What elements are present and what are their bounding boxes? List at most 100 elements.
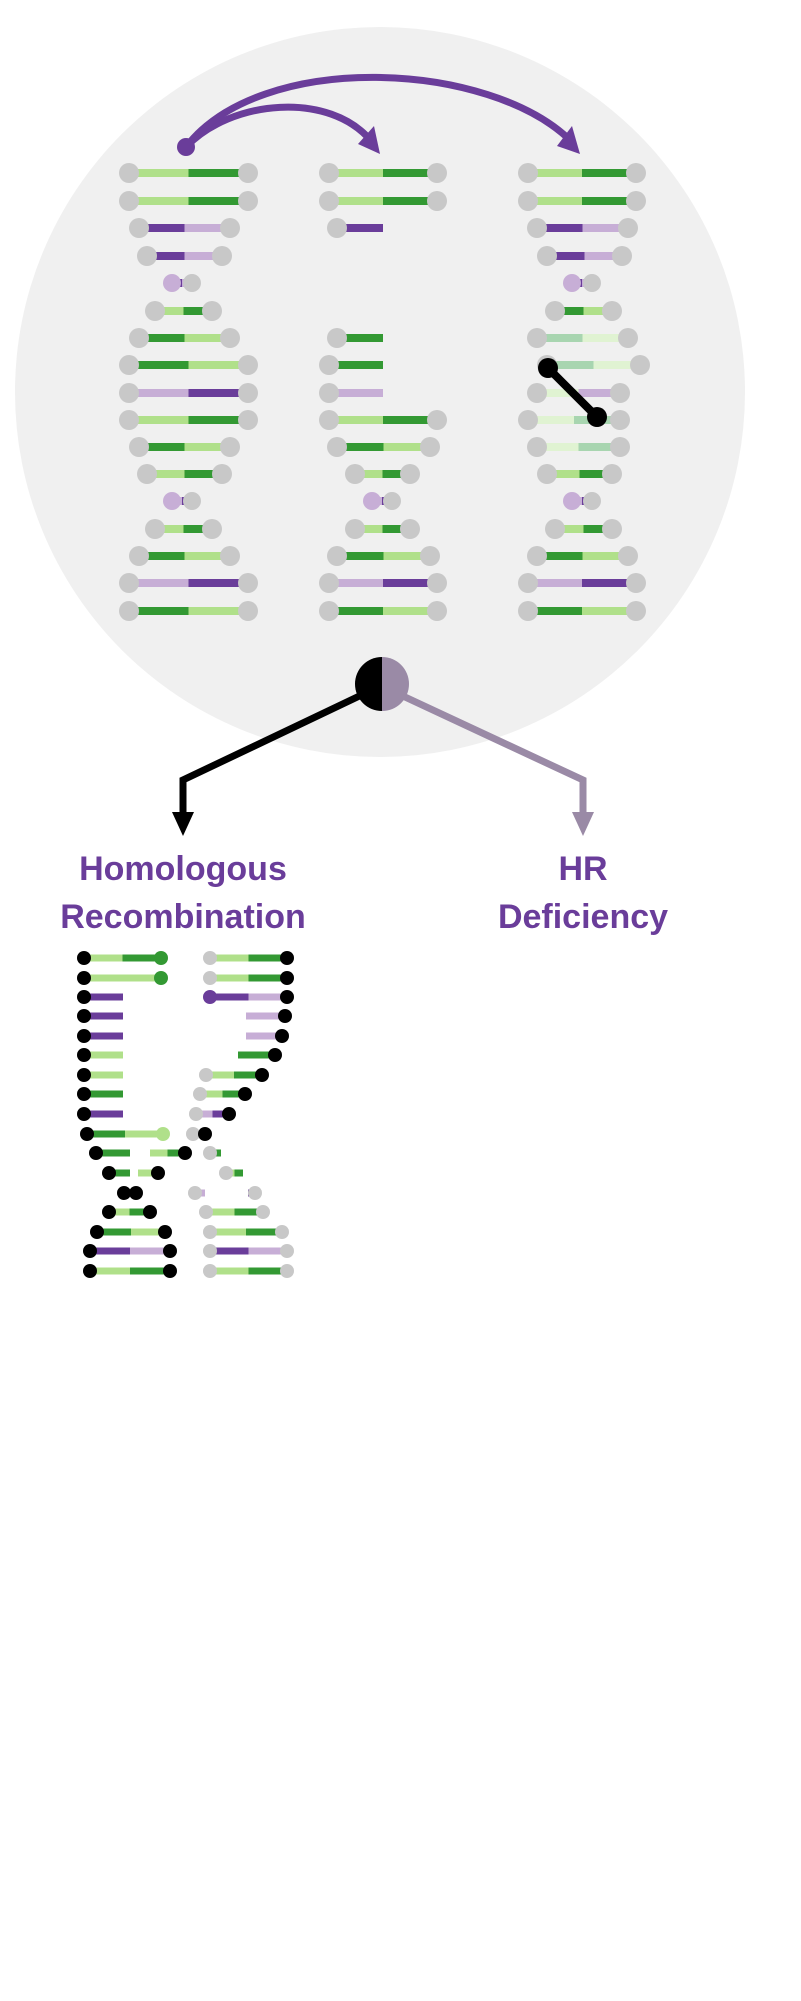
backbone-node bbox=[202, 519, 222, 539]
base-pair-rung bbox=[145, 519, 222, 539]
base-pair-rung bbox=[203, 990, 294, 1004]
backbone-node bbox=[319, 410, 339, 430]
base-pair-rung bbox=[327, 437, 440, 457]
base-pair-rung bbox=[102, 1166, 130, 1180]
base-pair-rung bbox=[518, 601, 646, 621]
base-pair-rung bbox=[119, 601, 258, 621]
base-pair-rung bbox=[119, 410, 258, 430]
backbone-node bbox=[518, 163, 538, 183]
backbone-node bbox=[527, 546, 547, 566]
backbone-node bbox=[220, 437, 240, 457]
base-pair-rung bbox=[319, 163, 447, 183]
backbone-node bbox=[238, 191, 258, 211]
backbone-node bbox=[626, 601, 646, 621]
base-pair-rung bbox=[138, 1166, 165, 1180]
backbone-node bbox=[427, 601, 447, 621]
copy-arrows bbox=[182, 73, 576, 151]
base-pair-rung bbox=[117, 1186, 143, 1200]
arrow-origin-dot bbox=[177, 138, 195, 156]
base-pair-rung bbox=[77, 1048, 123, 1062]
backbone-node bbox=[238, 410, 258, 430]
base-pair-rung bbox=[119, 355, 258, 375]
dna-strand-crosslinked bbox=[518, 163, 650, 621]
base-pair-rung bbox=[77, 1087, 123, 1101]
backbone-node bbox=[129, 1186, 143, 1200]
backbone-node bbox=[222, 1107, 236, 1121]
base-pair-rung bbox=[77, 1068, 123, 1082]
base-pair-rung bbox=[319, 601, 447, 621]
base-pair-rung bbox=[246, 1009, 292, 1023]
base-pair-rung bbox=[129, 546, 240, 566]
backbone-node bbox=[527, 328, 547, 348]
backbone-node bbox=[83, 1244, 97, 1258]
base-pair-rung bbox=[527, 328, 638, 348]
backbone-node bbox=[238, 163, 258, 183]
backbone-node bbox=[220, 546, 240, 566]
backbone-node bbox=[183, 492, 201, 510]
backbone-node bbox=[154, 951, 168, 965]
base-pair-rung bbox=[537, 464, 622, 484]
base-pair-rung bbox=[203, 1225, 289, 1239]
base-pair-rung bbox=[77, 1009, 123, 1023]
backbone-node bbox=[198, 1127, 212, 1141]
backbone-node bbox=[275, 1029, 289, 1043]
crosslink-node bbox=[587, 407, 607, 427]
backbone-node bbox=[327, 328, 347, 348]
base-pair-rung bbox=[219, 1166, 243, 1180]
base-pair-rung bbox=[145, 301, 222, 321]
backbone-node bbox=[119, 163, 139, 183]
hr-repaired-strand-right bbox=[186, 951, 294, 1278]
backbone-node bbox=[203, 1244, 217, 1258]
backbone-node bbox=[610, 383, 630, 403]
backbone-node bbox=[238, 355, 258, 375]
backbone-node bbox=[212, 246, 232, 266]
backbone-node bbox=[129, 437, 149, 457]
base-pair-rung bbox=[199, 1068, 269, 1082]
base-pair-rung bbox=[129, 218, 240, 238]
base-pair-rung bbox=[238, 1048, 282, 1062]
backbone-node bbox=[545, 519, 565, 539]
backbone-node bbox=[280, 971, 294, 985]
base-pair-rung bbox=[129, 437, 240, 457]
backbone-node bbox=[427, 191, 447, 211]
backbone-node bbox=[178, 1146, 192, 1160]
base-pair-rung bbox=[327, 328, 383, 348]
backbone-node bbox=[420, 546, 440, 566]
backbone-node bbox=[255, 1068, 269, 1082]
backbone-node bbox=[518, 410, 538, 430]
backbone-node bbox=[119, 191, 139, 211]
backbone-node bbox=[188, 1186, 202, 1200]
backbone-node bbox=[156, 1127, 170, 1141]
base-pair-rung bbox=[518, 410, 630, 430]
backbone-node bbox=[602, 519, 622, 539]
backbone-node bbox=[119, 410, 139, 430]
backbone-node bbox=[363, 492, 381, 510]
base-pair-rung bbox=[89, 1146, 130, 1160]
backbone-node bbox=[220, 218, 240, 238]
backbone-node bbox=[163, 492, 181, 510]
backbone-node bbox=[238, 601, 258, 621]
base-pair-rung bbox=[102, 1205, 157, 1219]
hrd-arrow-icon bbox=[572, 812, 594, 836]
dna-strand-original bbox=[119, 163, 258, 621]
base-pair-rung bbox=[203, 1146, 221, 1160]
hr-repaired-strand-left bbox=[77, 951, 192, 1278]
base-pair-rung bbox=[137, 464, 232, 484]
base-pair-rung bbox=[189, 1107, 236, 1121]
backbone-node bbox=[186, 1127, 200, 1141]
backbone-node bbox=[527, 437, 547, 457]
backbone-node bbox=[527, 218, 547, 238]
backbone-node bbox=[280, 951, 294, 965]
base-pair-rung bbox=[545, 519, 622, 539]
backbone-node bbox=[219, 1166, 233, 1180]
backbone-node bbox=[527, 383, 547, 403]
backbone-node bbox=[189, 1107, 203, 1121]
backbone-node bbox=[77, 1107, 91, 1121]
backbone-node bbox=[183, 274, 201, 292]
base-pair-rung bbox=[119, 573, 258, 593]
base-pair-rung bbox=[319, 573, 447, 593]
base-pair-rung bbox=[119, 191, 258, 211]
base-pair-rung bbox=[188, 1186, 205, 1200]
backbone-node bbox=[602, 301, 622, 321]
backbone-node bbox=[199, 1068, 213, 1082]
